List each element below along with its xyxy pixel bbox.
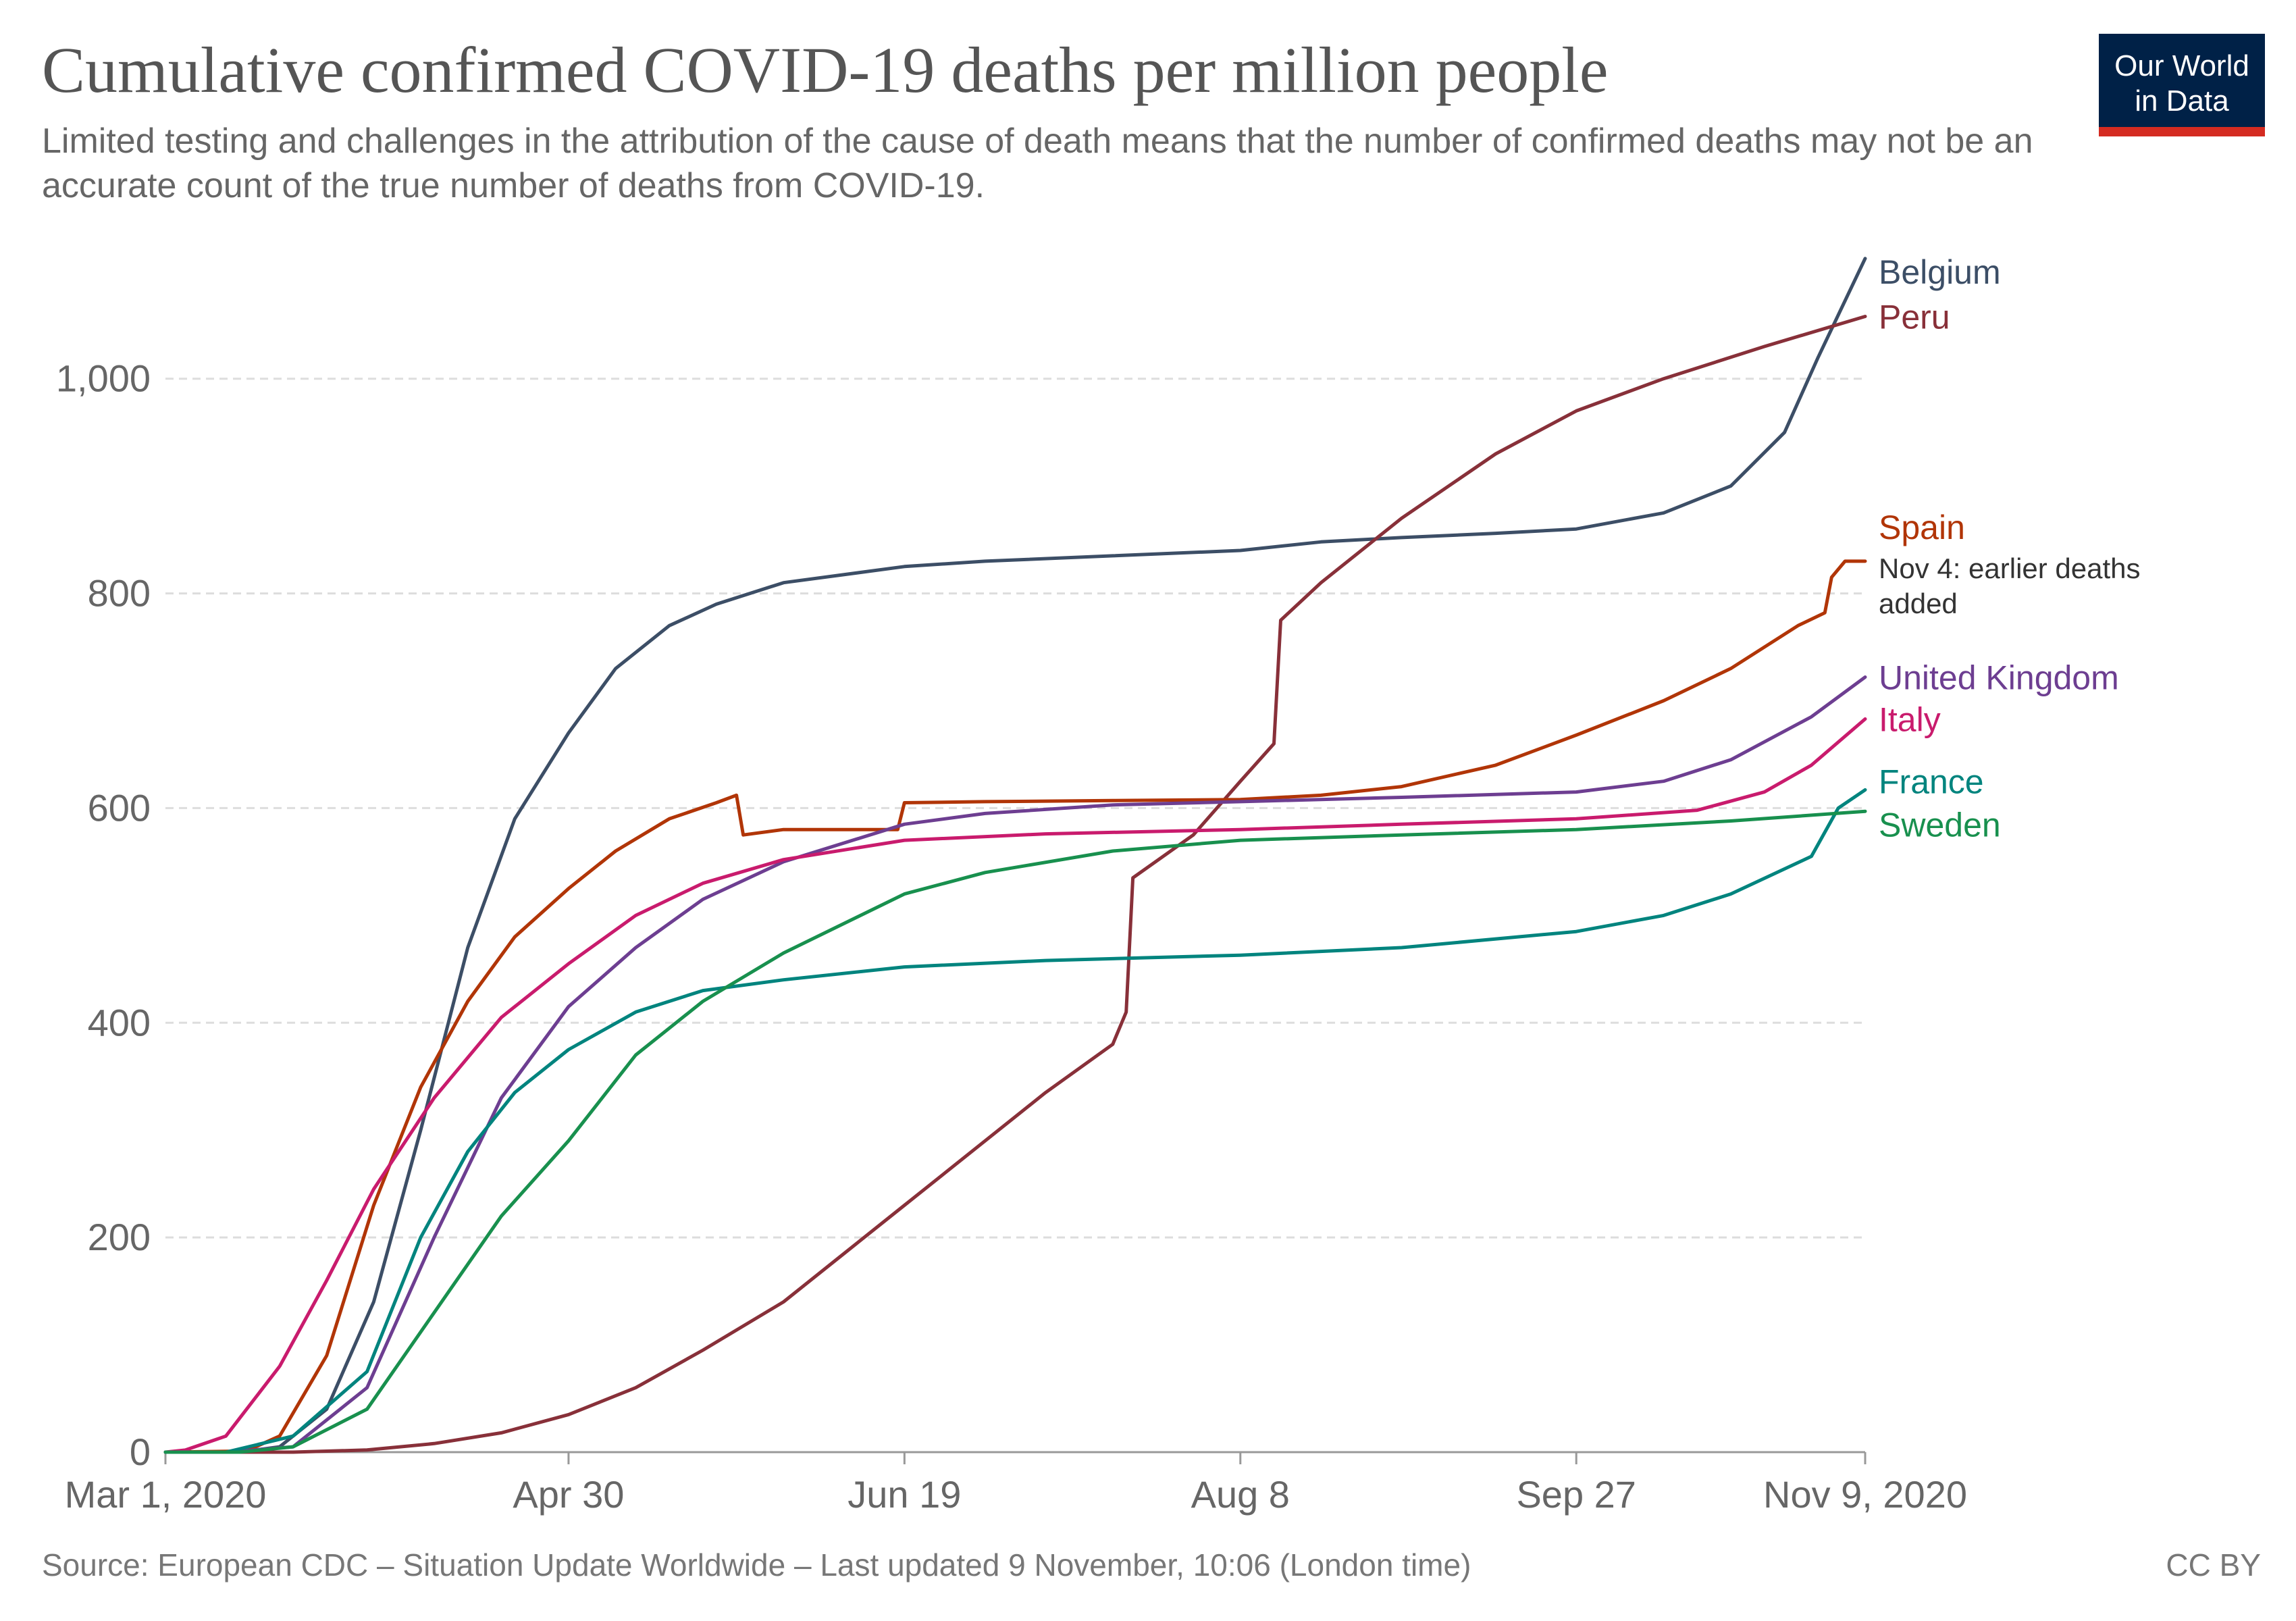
x-tick-label: Nov 9, 2020: [1763, 1473, 1967, 1516]
series-line-united-kingdom[interactable]: [163, 675, 1867, 1454]
series-label-sweden[interactable]: Sweden: [1879, 806, 2001, 844]
annotation-line-2: added: [1879, 588, 1958, 619]
chart-title: Cumulative confirmed COVID-19 deaths per…: [42, 34, 1609, 106]
series-line-spain[interactable]: [163, 559, 1867, 1454]
series-label-peru[interactable]: Peru: [1879, 299, 1950, 336]
x-tick-label: Apr 30: [513, 1473, 624, 1516]
series-label-belgium[interactable]: Belgium: [1879, 253, 2001, 291]
x-tick-label: Sep 27: [1516, 1473, 1636, 1516]
x-tick-label: Mar 1, 2020: [65, 1473, 267, 1516]
owid-logo[interactable]: Our World in Data: [2099, 34, 2265, 136]
y-tick-label: 1,000: [56, 357, 151, 400]
series-lines: [163, 257, 1867, 1454]
series-labels: Belgium Peru Spain United Kingdom Italy Franc…: [1879, 253, 2119, 844]
annotation-line-1: Nov 4: earlier deaths: [1879, 552, 2141, 584]
series-label-france[interactable]: France: [1879, 763, 1984, 801]
y-tick-label: 0: [130, 1431, 151, 1473]
series-line-sweden[interactable]: [163, 809, 1867, 1454]
y-tick-label: 400: [88, 1001, 151, 1044]
x-tick-label: Jun 19: [847, 1473, 961, 1516]
y-tick-label: 600: [88, 786, 151, 829]
series-line-belgium[interactable]: [163, 257, 1867, 1454]
y-axis: 0 200 400 600 800 1,000: [56, 357, 151, 1473]
license-link[interactable]: CC BY: [2166, 1547, 2261, 1583]
annotation: Nov 4: earlier deaths added: [1879, 552, 2141, 619]
logo-line-1: Our World: [2114, 49, 2249, 82]
series-line-peru[interactable]: [163, 315, 1867, 1454]
x-axis: Mar 1, 2020 Apr 30 Jun 19 Aug 8 Sep 27 Nov 9,…: [65, 1452, 1967, 1516]
series-line-italy[interactable]: [163, 717, 1867, 1454]
x-tick-label: Aug 8: [1191, 1473, 1290, 1516]
logo-line-2: in Data: [2135, 84, 2229, 118]
series-label-spain[interactable]: Spain: [1879, 509, 1965, 546]
chart-subtitle: Limited testing and challenges in the at…: [42, 122, 2033, 205]
series-label-italy[interactable]: Italy: [1879, 701, 1941, 739]
y-tick-label: 800: [88, 572, 151, 615]
y-tick-label: 200: [88, 1216, 151, 1258]
source-note: Source: European CDC – Situation Update …: [42, 1547, 1471, 1583]
gridlines: [165, 378, 1865, 1453]
series-line-france[interactable]: [163, 788, 1867, 1454]
series-label-united-kingdom[interactable]: United Kingdom: [1879, 659, 2119, 697]
